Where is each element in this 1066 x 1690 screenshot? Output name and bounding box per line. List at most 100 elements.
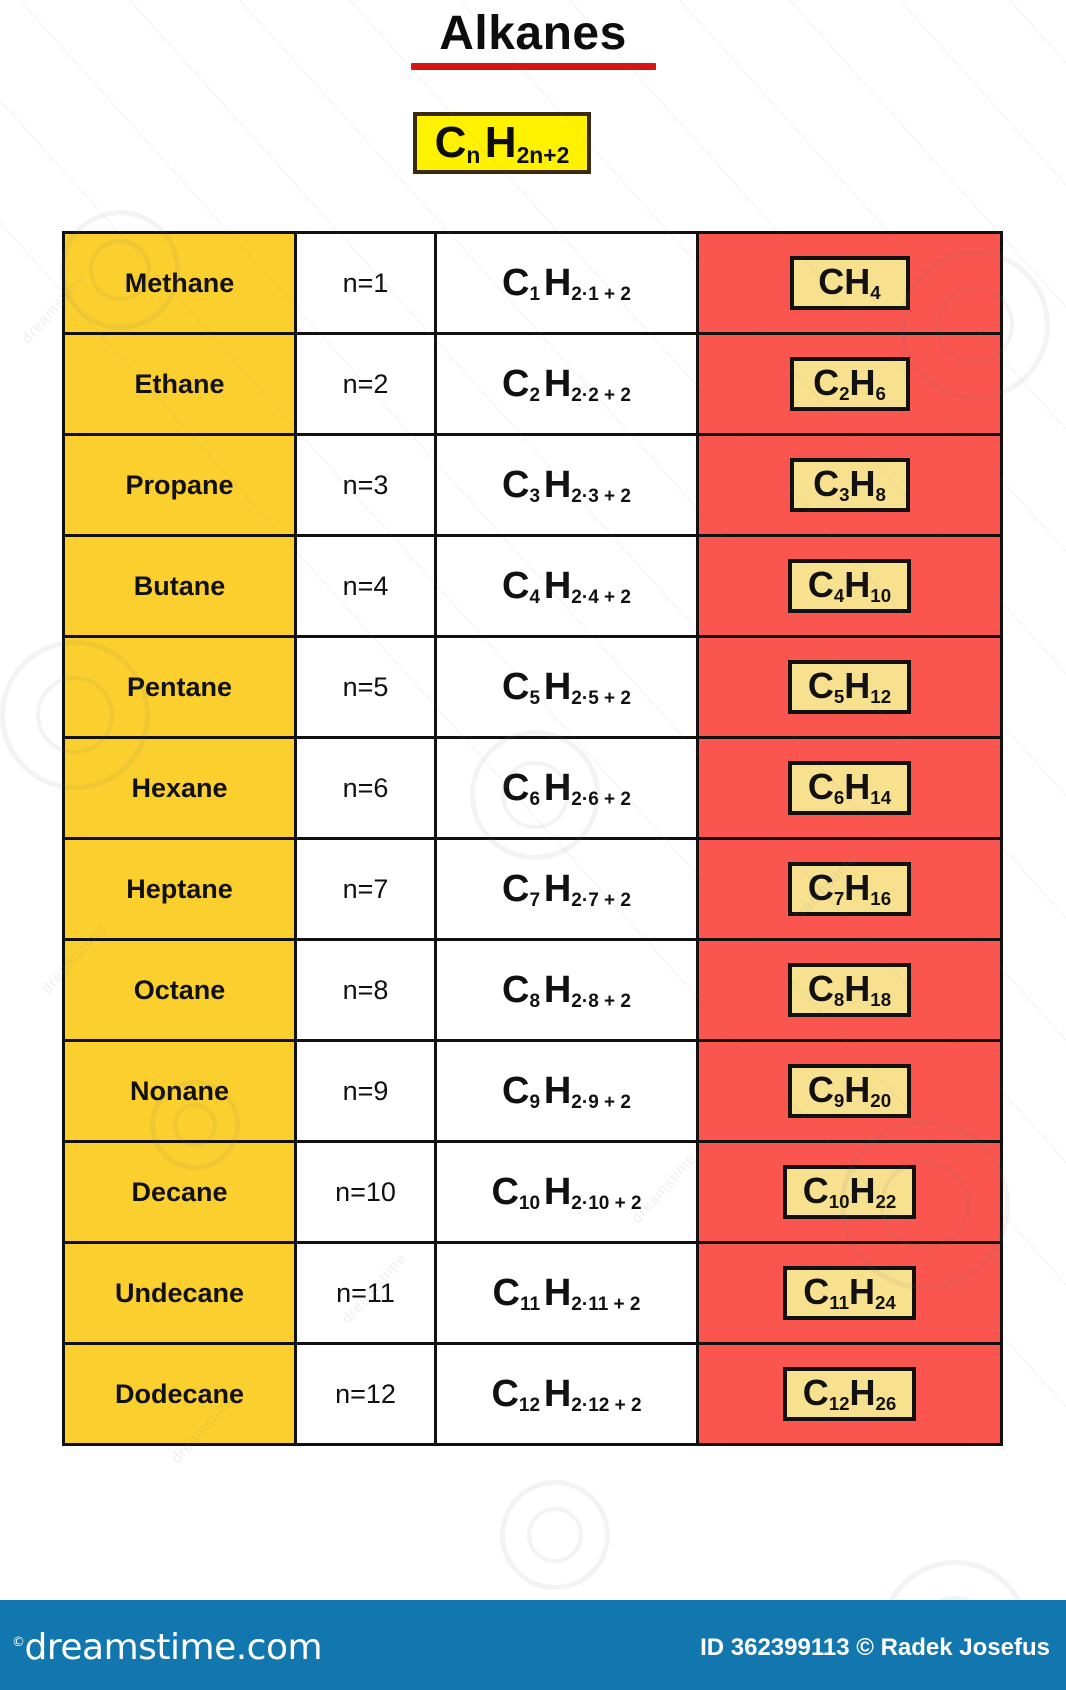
alkane-name-label: Propane [125,469,234,500]
n-value-label: n=1 [342,267,389,298]
molecular-formula-box: C10H22 [782,1165,917,1219]
carbon-subscript: 12 [518,1395,541,1417]
hydrogen-subscript: 2·11 + 2 [571,1294,641,1316]
carbon-subscript: 2 [529,385,541,407]
molecular-formula-expression: C11H24 [803,1271,896,1314]
n-value-label: n=4 [342,570,389,601]
badge-carbon-subscript: n [466,142,481,169]
cell-alkane-name: Pentane [62,635,297,739]
cell-alkane-name: Dodecane [62,1342,297,1446]
molecular-formula-box: C11H24 [783,1266,916,1320]
carbon-symbol: C [502,1069,530,1112]
table-row: Dodecane n=12 C12H2·12 + 2 C12H26 [62,1342,1003,1446]
hydrogen-symbol: H [543,968,572,1011]
dreamstime-logo: ©dreamstime.com [12,1627,323,1668]
hydrogen-subscript: 14 [870,787,892,809]
cell-molecular-formula: C3H8 [696,433,1003,537]
table-row: Hexane n=6 C6H2·6 + 2 C6H14 [62,736,1003,840]
carbon-subscript: 2 [839,383,850,405]
watermark-hatch-line [789,0,1066,1]
carbon-subscript: 10 [518,1193,541,1215]
carbon-symbol: C [807,766,834,808]
cell-alkane-name: Octane [62,938,297,1042]
title-block: Alkanes [0,7,1066,70]
hydrogen-subscript: 22 [875,1191,897,1213]
carbon-symbol: C [502,867,530,910]
watermark-hatch-line [569,0,1066,1]
alkane-name-label: Methane [124,267,235,298]
n-value-label: n=5 [342,671,389,702]
cell-molecular-formula: C2H6 [696,332,1003,436]
molecular-formula-box: C9H20 [787,1064,912,1118]
molecular-formula-box: C12H26 [782,1367,917,1421]
carbon-symbol: C [491,1170,519,1213]
carbon-subscript: 11 [519,1294,541,1316]
n-value-label: n=11 [336,1277,395,1308]
hydrogen-symbol: H [543,362,572,405]
molecular-formula-box: C7H16 [787,862,912,916]
hydrogen-subscript: 18 [870,989,892,1011]
general-formula-expression: C5H2·5 + 2 [502,665,631,710]
carbon-subscript: 12 [828,1393,850,1415]
cell-n-value: n=6 [294,736,437,840]
molecular-formula-expression: C9H20 [808,1069,891,1111]
carbon-subscript: 9 [529,1092,541,1114]
molecular-formula-expression: C8H18 [808,968,892,1011]
general-formula-badge: CnH2n+2 [413,112,591,174]
molecular-formula-box: C6H14 [787,761,912,815]
hydrogen-symbol: H [844,665,871,707]
n-value-label: n=8 [342,974,389,1005]
cell-alkane-name: Methane [62,231,297,335]
watermark-hatch-line [129,0,1066,1]
carbon-symbol: C [807,665,834,707]
n-value-label: n=9 [342,1075,389,1106]
hydrogen-symbol: H [849,1372,876,1414]
n-value-label: n=10 [335,1176,396,1207]
carbon-symbol: C [502,766,530,809]
hydrogen-symbol: H [543,1271,572,1314]
cell-alkane-name: Nonane [62,1039,297,1143]
badge-carbon-symbol: C [434,118,467,167]
page-title: Alkanes [439,7,627,60]
hydrogen-symbol: H [849,463,876,505]
hydrogen-subscript: 2·3 + 2 [571,486,631,508]
cell-molecular-formula: C8H18 [696,938,1003,1042]
hydrogen-subscript: 2·12 + 2 [571,1395,642,1417]
carbon-subscript: 11 [829,1292,849,1314]
alkanes-table: Methane n=1 C1H2·1 + 2 CH4 Ethane n=2 C2H2·2 +… [62,231,1003,1446]
table-row: Nonane n=9 C9H2·9 + 2 C9H20 [62,1039,1003,1143]
hydrogen-subscript: 2·10 + 2 [571,1193,642,1215]
hydrogen-symbol: H [844,564,871,606]
carbon-symbol: C [502,665,530,708]
carbon-subscript: 5 [833,686,845,708]
carbon-symbol: C [807,867,834,909]
carbon-subscript: 6 [529,789,541,811]
badge-hydrogen-symbol: H [484,118,517,167]
cell-n-value: n=7 [294,837,437,941]
molecular-formula-expression: C3H8 [813,463,886,505]
watermark-hatch-line [19,0,1066,1]
cell-general-formula: C8H2·8 + 2 [434,938,699,1042]
carbon-subscript: 7 [529,890,541,912]
hydrogen-symbol: H [844,1069,871,1111]
watermark-hatch-line [0,0,1066,1]
table-row: Ethane n=2 C2H2·2 + 2 C2H6 [62,332,1003,436]
hydrogen-symbol: H [849,1170,876,1212]
cell-alkane-name: Propane [62,433,297,537]
hydrogen-symbol: H [543,261,572,304]
hydrogen-symbol: H [543,1170,572,1213]
table-row: Heptane n=7 C7H2·7 + 2 C7H16 [62,837,1003,941]
carbon-symbol: C [502,564,530,607]
general-formula-expression: C4H2·4 + 2 [502,564,631,609]
cell-n-value: n=12 [294,1342,437,1446]
hydrogen-subscript: 10 [870,585,892,607]
general-formula-expression: C3H2·3 + 2 [502,464,631,508]
hydrogen-subscript: 12 [870,686,892,708]
hydrogen-symbol: H [844,766,871,808]
general-formula-expression: C1H2·1 + 2 [502,261,631,306]
cell-general-formula: C2H2·2 + 2 [434,332,699,436]
hydrogen-subscript: 2·2 + 2 [571,385,631,407]
cell-molecular-formula: CH4 [696,231,1003,335]
carbon-subscript: 4 [529,587,541,609]
carbon-subscript: 8 [833,989,845,1011]
